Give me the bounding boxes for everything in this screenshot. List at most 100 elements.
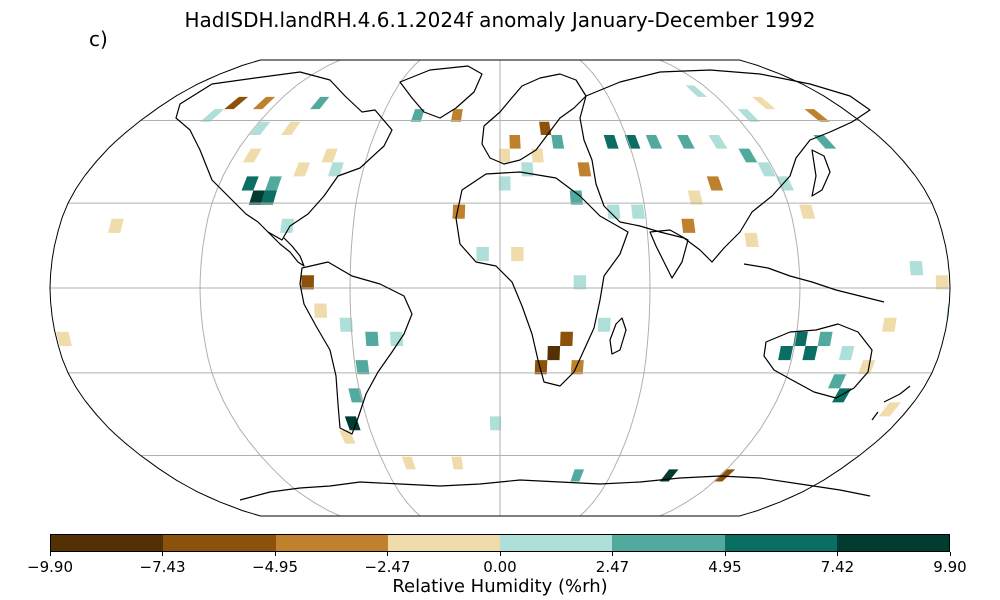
anomaly-cell (631, 204, 645, 219)
colorbar-tickmark (499, 552, 501, 556)
colorbar-tickmark (274, 552, 276, 556)
anomaly-cell (813, 135, 837, 149)
colorbar-segment (163, 535, 276, 551)
anomaly-cell (252, 96, 276, 110)
anomaly-cell (489, 416, 502, 431)
anomaly-cell (534, 360, 548, 375)
globe-outline (49, 59, 951, 517)
anomaly-cell (401, 456, 416, 470)
anomaly-cell (677, 135, 695, 149)
anomaly-cell (365, 331, 379, 346)
anomaly-cell (659, 469, 679, 482)
antarctica-coastline (239, 475, 871, 501)
anomaly-cell (713, 469, 736, 482)
anomaly-cell (452, 204, 466, 219)
africa-coastline (455, 171, 629, 387)
anomaly-cell (281, 121, 301, 135)
central-america-coastline (267, 231, 305, 267)
greenland-coastline (399, 65, 483, 119)
colorbar-tick-label: 0.00 (483, 558, 517, 576)
india-coastline (649, 229, 689, 279)
colorbar-label: Relative Humidity (%rh) (392, 576, 608, 597)
anomaly-cell (531, 148, 544, 163)
anomaly-cell (687, 190, 704, 205)
anomaly-cell (248, 190, 266, 205)
anomaly-cell (498, 148, 511, 163)
colorbar-tickmark (612, 552, 613, 556)
japan-coastline (811, 149, 831, 197)
colorbar-tickmark (724, 552, 726, 556)
anomaly-cell (802, 346, 818, 361)
anomaly-cell (410, 109, 425, 122)
anomaly-cell (603, 135, 619, 149)
colorbar-segment (500, 535, 613, 551)
anomaly-cell (737, 109, 760, 122)
anomaly-cells-layer (56, 85, 950, 482)
anomaly-cell (451, 456, 464, 470)
colorbar-tickmark (162, 552, 163, 556)
anomaly-cell (681, 218, 696, 233)
anomaly-cell (450, 109, 463, 122)
map-title: HadISDH.landRH.4.6.1.2024f anomaly Janua… (184, 8, 816, 32)
coastlines (175, 65, 911, 501)
anomaly-cell (573, 275, 587, 290)
anomaly-cell (339, 430, 356, 444)
anomaly-cell (817, 331, 833, 346)
colorbar-tickmark (49, 552, 51, 556)
anomaly-cell (539, 121, 552, 135)
anomaly-cell (799, 204, 816, 219)
anomaly-cell (645, 135, 663, 149)
new-zealand-coastline (871, 385, 911, 421)
colorbar-segment (836, 535, 949, 551)
anomaly-cell (348, 388, 364, 403)
anomaly-cell (321, 148, 338, 163)
anomaly-cell (344, 416, 361, 431)
anomaly-cell (56, 331, 72, 346)
anomaly-cell (570, 360, 584, 375)
anomaly-cell (551, 135, 565, 149)
world-map (49, 59, 951, 517)
anomaly-cell (511, 247, 524, 262)
panel-label: c) (89, 27, 108, 51)
anomaly-cell (752, 96, 776, 110)
anomaly-cell (624, 135, 641, 149)
europe-coastline (481, 73, 587, 165)
colorbar-tick-label: −4.95 (252, 558, 298, 576)
colorbar-segment (275, 535, 388, 551)
gridline-meridian (349, 60, 421, 516)
anomaly-cell (200, 109, 225, 122)
north-america-coastline (175, 71, 393, 241)
colorbar-tick-label: 2.47 (595, 558, 630, 576)
australia-coastline (763, 323, 873, 399)
anomaly-cell (606, 204, 621, 219)
anomaly-cell (935, 275, 949, 290)
anomaly-cell (708, 135, 728, 149)
anomaly-cell (241, 176, 259, 191)
colorbar-tick-label: −9.90 (27, 558, 73, 576)
colorbar-tickmark (387, 552, 388, 556)
madagascar-coastline (609, 317, 627, 355)
anomaly-cell (509, 135, 521, 149)
anomaly-cell (882, 317, 897, 332)
anomaly-cell (858, 360, 876, 375)
anomaly-cell (476, 247, 489, 262)
gridline-meridian (199, 60, 341, 516)
asia-coastline (579, 69, 871, 263)
anomaly-cell (577, 162, 592, 177)
anomaly-cell (260, 190, 277, 205)
anomaly-cell (108, 218, 124, 233)
anomaly-cell (560, 331, 573, 346)
south-america-coastline (299, 261, 413, 435)
anomaly-cell (301, 275, 314, 290)
anomaly-cell (569, 190, 583, 205)
anomaly-cell (249, 121, 271, 135)
anomaly-cell (738, 148, 758, 163)
anomaly-cell (242, 148, 262, 163)
anomaly-cell (310, 96, 330, 110)
anomaly-cell (776, 176, 794, 191)
anomaly-cell (838, 346, 855, 361)
colorbar (50, 534, 950, 552)
colorbar-segment (724, 535, 837, 551)
colorbar-tick-label: 4.95 (708, 558, 742, 576)
colorbar-tick-label: 7.42 (820, 558, 855, 576)
